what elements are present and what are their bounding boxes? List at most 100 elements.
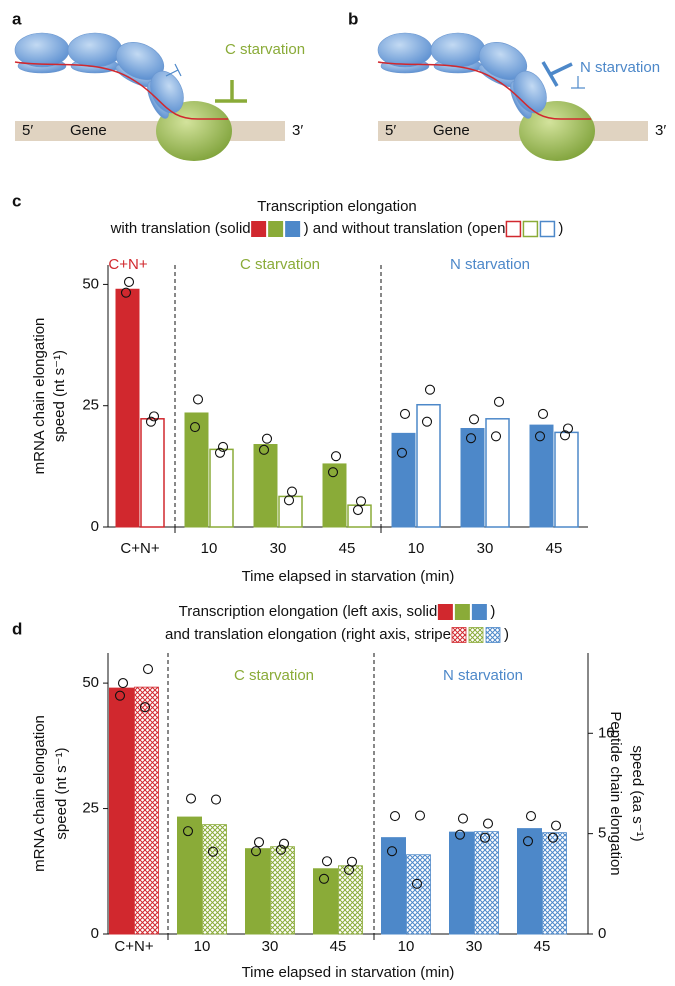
replicate-point — [286, 486, 298, 497]
replicate-point — [468, 414, 480, 425]
chart-c: c Transcription elongation with translatio… — [12, 191, 588, 585]
replicate-point — [182, 826, 194, 837]
legend-swatch — [539, 220, 556, 238]
replicate-point — [210, 794, 222, 805]
bar — [485, 418, 510, 528]
mrna — [377, 61, 591, 120]
rna-polymerase — [156, 101, 232, 161]
y2-tick-label: 5 — [598, 825, 606, 842]
x-tick-label: 30 — [466, 938, 483, 955]
bar — [474, 831, 499, 935]
replicate-point — [318, 873, 330, 884]
group-label: C starvation — [240, 256, 320, 273]
replicate-point — [493, 396, 505, 407]
replicate-point — [399, 408, 411, 420]
title-line: with translation (solid) and without tra… — [110, 220, 563, 238]
replicate-point — [389, 811, 401, 822]
ribosomes — [14, 32, 184, 119]
bar — [338, 865, 363, 935]
legend-swatch — [251, 221, 267, 237]
bar — [115, 288, 140, 528]
replicate-point — [123, 276, 135, 288]
replicate-point — [479, 832, 491, 843]
legend-swatch — [505, 220, 522, 238]
strong-inhibition — [541, 61, 573, 87]
condition: C starvation — [225, 41, 305, 58]
chart-title: ) and without translation (open — [304, 220, 506, 237]
chart-title: Transcription elongation — [257, 198, 417, 215]
bar — [134, 686, 159, 935]
bar — [517, 828, 542, 935]
group-label: N starvation — [443, 667, 523, 684]
replicate-point — [185, 793, 197, 804]
gene-label: Gene — [433, 122, 470, 139]
bar — [109, 687, 134, 935]
replicate-point — [148, 411, 160, 422]
y2-axis-label: speed (aa s⁻¹) — [629, 745, 646, 841]
legend-swatch — [522, 220, 539, 238]
y2-tick-label: 10 — [598, 724, 615, 741]
replicate-point — [145, 416, 157, 427]
y-tick-label: 25 — [82, 397, 99, 414]
title-line: Transcription elongation (left axis, sol… — [179, 603, 495, 620]
replicate-point — [217, 441, 229, 452]
x-tick-label: C+N+ — [120, 540, 159, 557]
bar — [184, 412, 209, 528]
replicate-point — [114, 690, 126, 701]
replicate-point — [258, 444, 270, 455]
panel-label: b — [348, 9, 358, 28]
bar — [322, 463, 347, 528]
group-label: N starvation — [450, 256, 530, 273]
replicate-point — [250, 846, 262, 857]
bar — [140, 418, 165, 528]
x-tick-label: 30 — [477, 540, 494, 557]
x-tick-label: 10 — [408, 540, 425, 557]
replicate-point — [482, 818, 494, 829]
strong-inhibition — [215, 80, 247, 103]
diagram-b: b N starvation 5′ Gene 3′ — [348, 9, 666, 161]
x-axis-label: Time elapsed in starvation (min) — [242, 964, 455, 981]
panel-label: c — [12, 191, 21, 210]
replicate-point — [117, 678, 129, 689]
replicate-point — [283, 495, 295, 506]
legend-swatch — [437, 604, 453, 620]
legend-swatch — [285, 221, 301, 237]
title-line: and translation elongation (right axis, … — [165, 626, 509, 643]
legend-swatch — [468, 627, 484, 643]
legend-swatch — [485, 627, 501, 643]
legend-swatch — [451, 627, 467, 643]
bar — [177, 816, 202, 935]
y-axis-label: speed (nt s⁻¹) — [51, 350, 68, 442]
replicate-point — [522, 836, 534, 847]
replicate-point — [139, 702, 151, 713]
chart-title: ) — [504, 626, 509, 643]
bar — [391, 432, 416, 528]
bar — [460, 428, 485, 528]
replicate-point — [275, 844, 287, 855]
y2-tick-label: 0 — [598, 925, 606, 942]
replicate-point — [214, 447, 226, 458]
panel-label: a — [12, 9, 22, 28]
replicate-point — [253, 837, 265, 848]
replicate-point — [386, 846, 398, 857]
replicate-point — [330, 451, 342, 462]
replicate-point — [537, 408, 549, 420]
x-tick-label: 45 — [330, 938, 347, 955]
replicate-point — [547, 832, 559, 843]
replicate-point — [454, 829, 466, 840]
replicate-point — [465, 433, 477, 444]
replicate-point — [421, 416, 433, 427]
y-axis-label: mRNA chain elongation — [31, 715, 48, 872]
bar — [416, 403, 441, 528]
chart-title: ) — [490, 603, 495, 620]
y-tick-label: 50 — [82, 674, 99, 691]
bar — [529, 424, 554, 528]
ribosomes — [377, 32, 547, 119]
group-label: C+N+ — [108, 256, 147, 273]
legend-swatch — [471, 604, 487, 620]
diagram-a: a C starvation 5′ Gene 3′ — [12, 9, 305, 161]
bar — [381, 837, 406, 935]
replicate-point — [562, 423, 574, 434]
bar — [313, 868, 338, 935]
